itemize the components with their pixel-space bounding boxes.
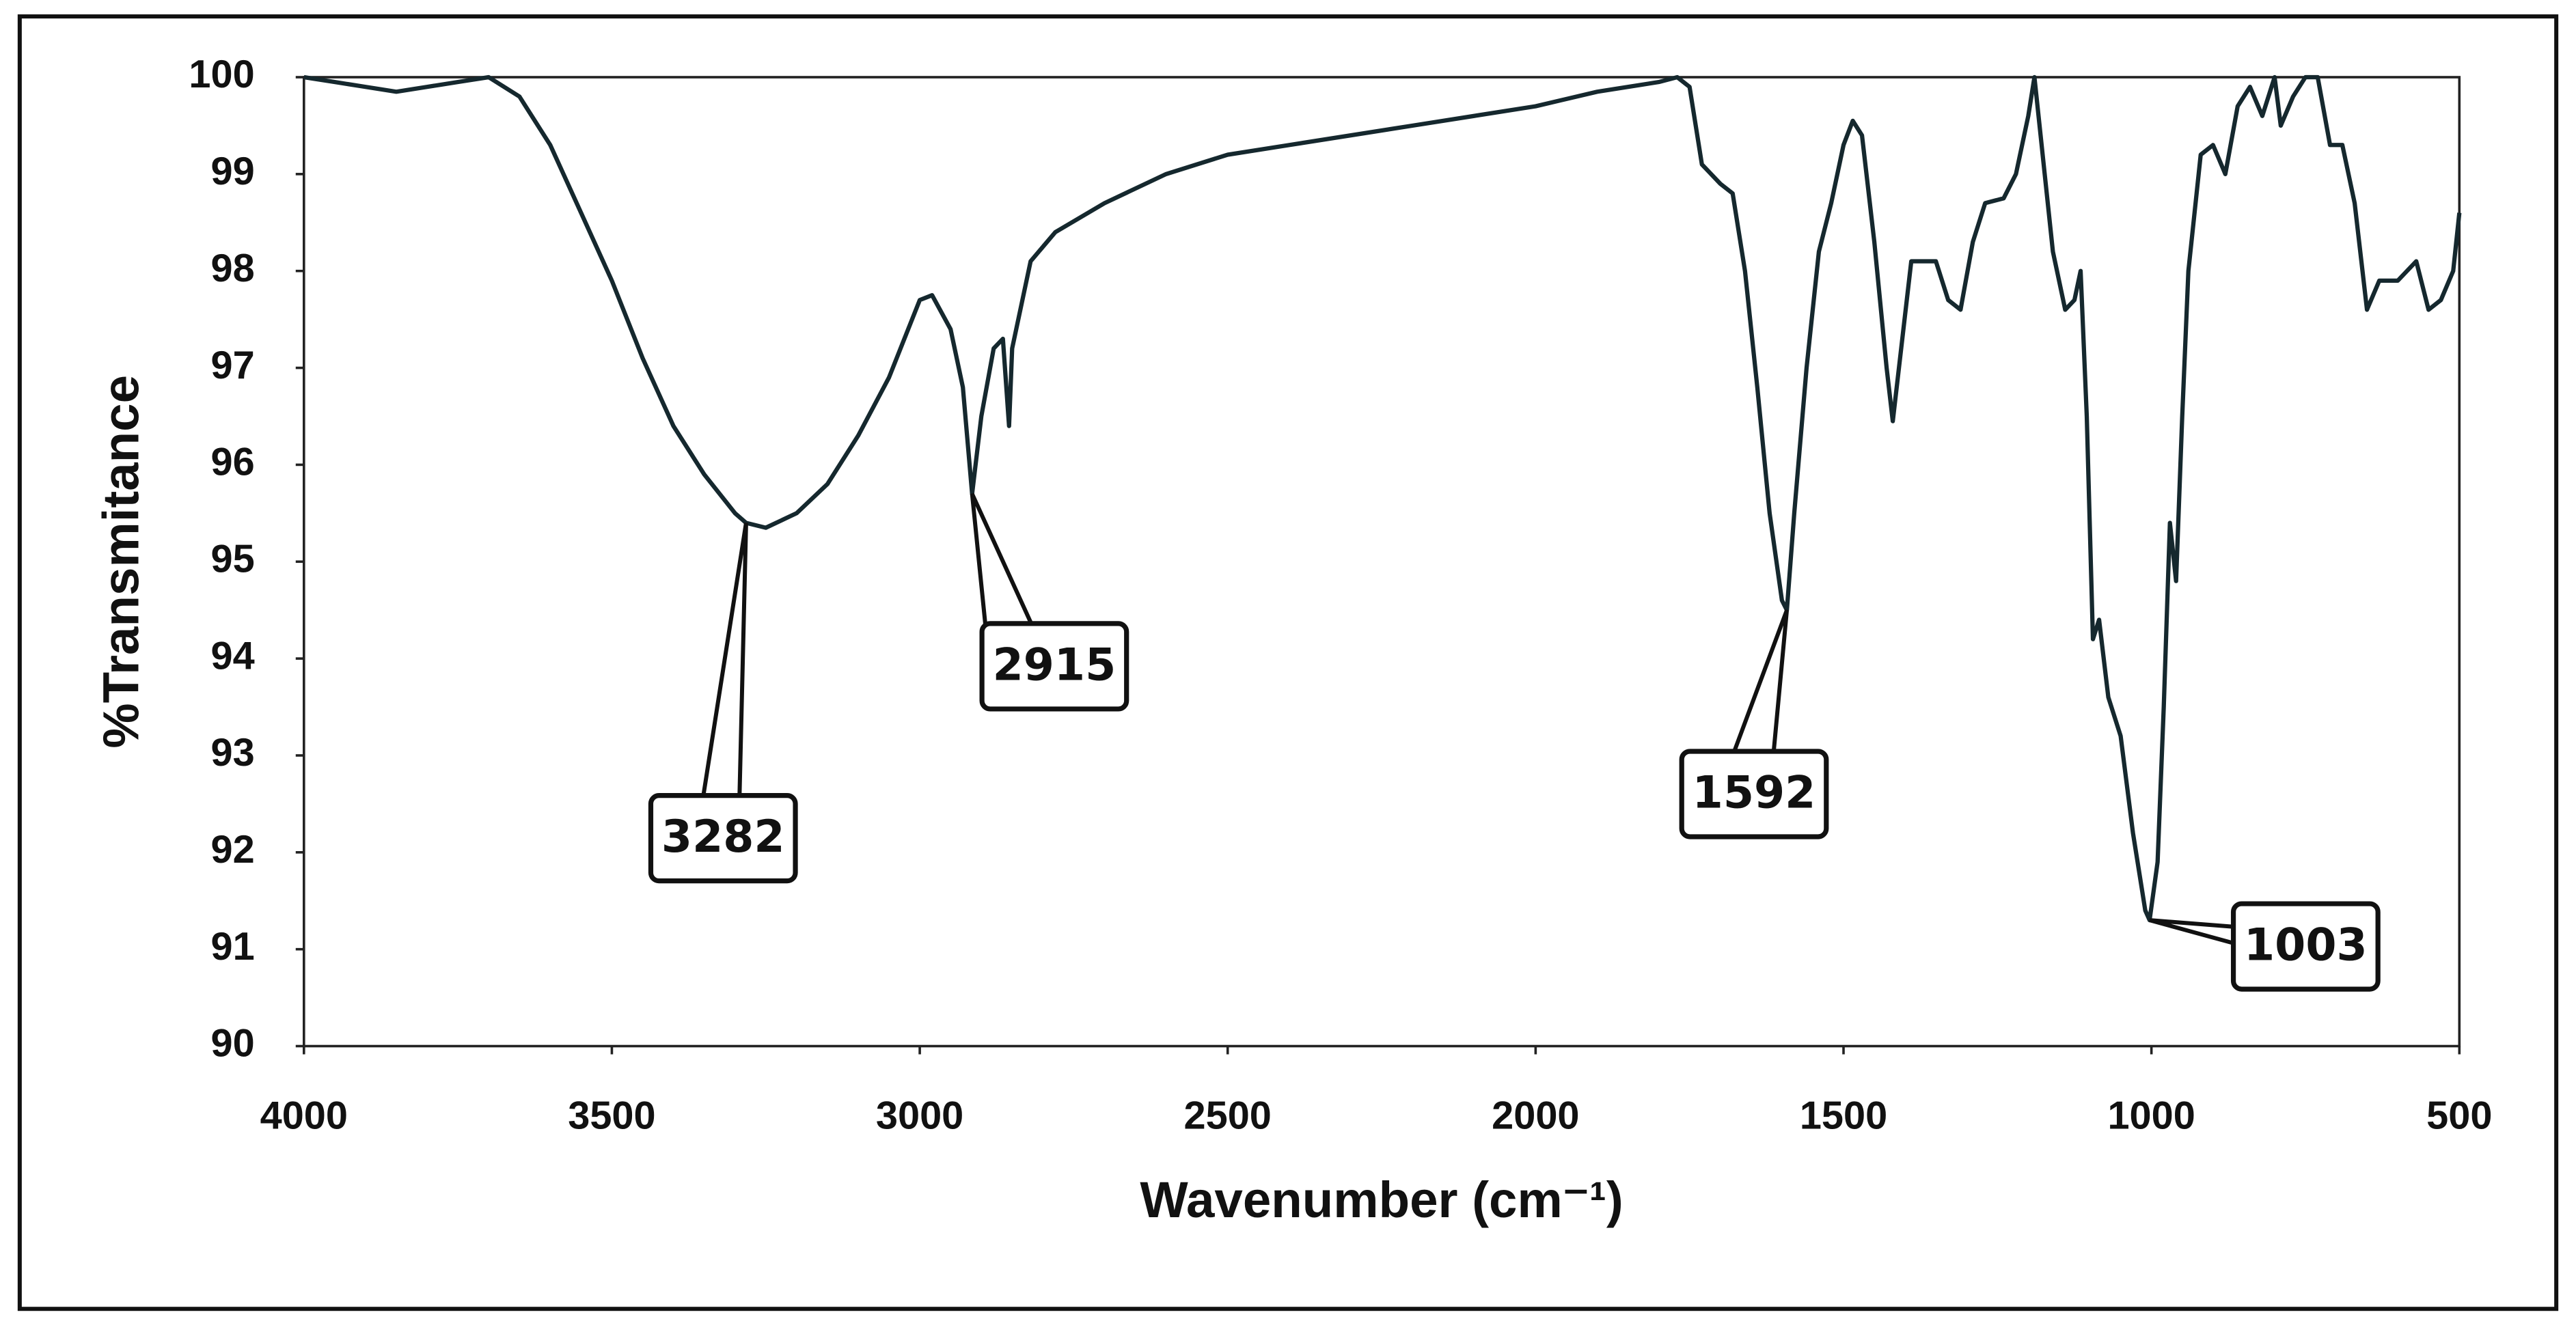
callout-pointer xyxy=(701,523,748,796)
y-tick-label: 98 xyxy=(210,247,254,290)
plot-area xyxy=(302,76,2461,1048)
y-tick-label: 93 xyxy=(210,731,254,775)
annotation-label: 3282 xyxy=(661,811,785,863)
callout-box xyxy=(2230,901,2381,992)
annotation-label: 1592 xyxy=(1693,767,1816,818)
y-tick-label: 100 xyxy=(189,53,254,96)
callout-pointer xyxy=(1732,609,1790,753)
callout-pointer xyxy=(970,492,1033,625)
y-tick-label: 92 xyxy=(210,828,254,872)
frame xyxy=(17,14,2559,1311)
y-tick-label: 94 xyxy=(210,634,254,678)
x-tick-label: 2000 xyxy=(1492,1094,1579,1138)
x-tick-label: 2500 xyxy=(1184,1094,1272,1138)
annotation-label: 1003 xyxy=(2244,920,2368,971)
x-tick-label: 500 xyxy=(2426,1094,2492,1138)
callout-box xyxy=(648,793,798,884)
spectrum-line xyxy=(303,74,2462,923)
y-tick-label: 96 xyxy=(210,441,254,484)
x-tick-label: 3500 xyxy=(568,1094,655,1138)
callout-pointer xyxy=(2149,918,2234,945)
y-tick-label: 91 xyxy=(210,925,254,969)
x-tick-label: 3000 xyxy=(876,1094,963,1138)
x-axis-title: Wavenumber (cm⁻¹) xyxy=(1140,1171,1623,1228)
y-tick-label: 99 xyxy=(210,150,254,193)
y-tick-label: 95 xyxy=(210,537,254,581)
y-tick-label: 90 xyxy=(210,1022,254,1066)
annotation-label: 2915 xyxy=(993,639,1116,691)
x-tick-label: 1000 xyxy=(2107,1094,2195,1138)
callout-box xyxy=(979,621,1129,712)
y-tick-label: 97 xyxy=(210,344,254,387)
x-tick-label: 4000 xyxy=(260,1094,348,1138)
x-tick-label: 1500 xyxy=(1800,1094,1887,1138)
callout-box xyxy=(1679,749,1829,839)
y-axis-title: %Transmitance xyxy=(92,375,149,749)
